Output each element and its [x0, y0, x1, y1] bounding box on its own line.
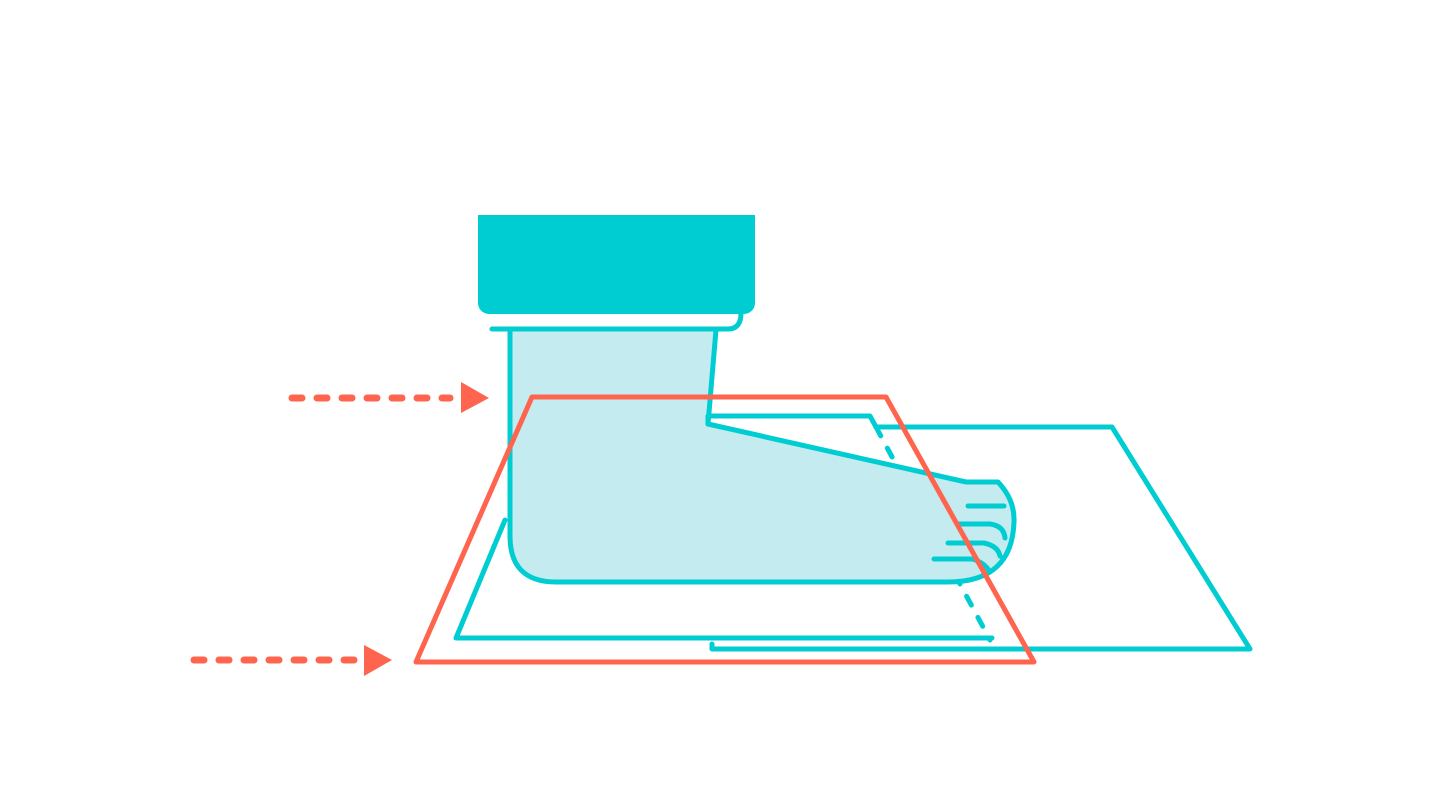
- arrow-right-icon: [364, 645, 392, 676]
- arrow-right-icon: [461, 382, 489, 413]
- arrow-top: [288, 382, 489, 413]
- arrow-bottom: [190, 645, 392, 676]
- mat-front-icon: [453, 517, 995, 641]
- frame-highlight-icon: [413, 394, 1037, 665]
- sock-icon: [478, 215, 1017, 585]
